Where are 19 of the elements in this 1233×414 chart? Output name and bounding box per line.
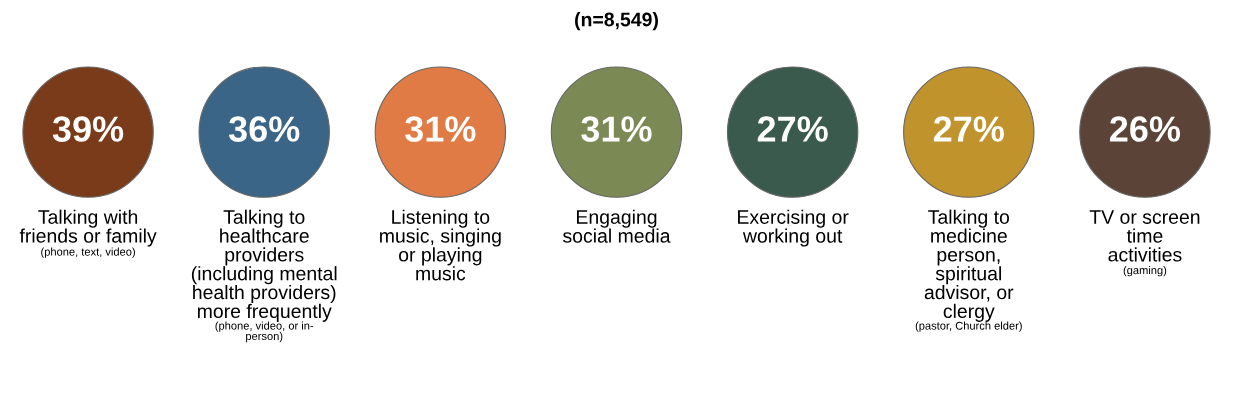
text: (n=8,549): [575, 12, 658, 31]
data-label: 26%: [1110, 116, 1181, 142]
data-label: 31%: [581, 116, 652, 142]
text: (pastor, Church elder): [915, 321, 1022, 332]
text: (gaming): [1123, 266, 1167, 277]
category-label: Talking to medicine person, spiritual advisor, or clergy: [924, 209, 1014, 322]
category-label: Engaging social media: [563, 209, 671, 243]
category-label: Talking to healthcare providers (including mental health providers) more frequently: [191, 209, 337, 322]
category-label: Exercising or working out: [738, 209, 849, 247]
category-label: Listening to music, singing or playing music: [380, 209, 501, 281]
category-label: TV or screen time activities: [1089, 210, 1200, 262]
data-label: 36%: [228, 116, 300, 142]
data-label: 31%: [405, 116, 476, 142]
category-label: Talking with friends or family: [19, 209, 157, 247]
data-label: 27%: [933, 116, 1004, 142]
text: (phone, text, video): [41, 247, 135, 258]
data-label: 39%: [52, 116, 124, 142]
data-label: 27%: [757, 116, 828, 142]
text: (phone, video, or in- person): [215, 321, 314, 343]
